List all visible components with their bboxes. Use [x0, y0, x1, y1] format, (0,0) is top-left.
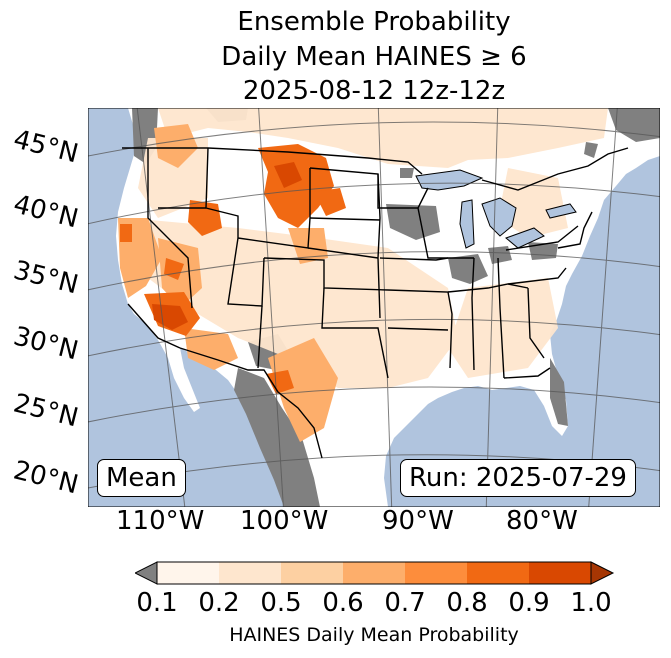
no-data-regions [132, 108, 660, 507]
colorbar-tick: 0.5 [260, 588, 302, 618]
title-line-1: Ensemble Probability [237, 7, 511, 37]
lon-label-90: 90°W [382, 506, 454, 536]
colorbar-segment [157, 562, 219, 584]
colorbar-over-triangle [590, 561, 615, 585]
colorbar-label: HAINES Daily Mean Probability [229, 624, 519, 646]
colorbar-segment [343, 562, 405, 584]
lon-label-110: 110°W [116, 506, 205, 536]
colorbar-tick: 0.9 [508, 588, 550, 618]
borders [122, 147, 629, 459]
colorbar-segment [219, 562, 281, 584]
colorbar-segment [405, 562, 467, 584]
colorbar-segment [281, 562, 343, 584]
colorbar-tick: 1.0 [570, 588, 612, 618]
colorbar-segment [467, 562, 529, 584]
lat-label-40: 40°N [10, 189, 82, 235]
colorbar-segment [529, 562, 591, 584]
great-lakes [415, 169, 577, 249]
mean-label-box: Mean [97, 459, 186, 497]
colorbar-tick: 0.2 [198, 588, 240, 618]
colorbar-tick: 0.6 [322, 588, 364, 618]
run-date-box: Run: 2025-07-29 [400, 459, 636, 497]
colorbar-tick: 0.8 [446, 588, 488, 618]
colorbar-frame [156, 561, 592, 585]
prob-light [128, 108, 608, 388]
lon-label-100: 100°W [240, 506, 329, 536]
colorbar-under-triangle [135, 561, 158, 585]
lat-label-30: 30°N [10, 321, 82, 367]
colorbar [135, 561, 615, 585]
lat-label-20: 20°N [10, 455, 82, 501]
lat-label-25: 25°N [10, 388, 82, 434]
probability-map [88, 108, 660, 507]
title-line-2: Daily Mean HAINES ≥ 6 [221, 42, 527, 72]
lon-label-80: 80°W [506, 506, 578, 536]
lat-label-45: 45°N [10, 124, 82, 170]
title-line-3: 2025-08-12 12z-12z [242, 76, 506, 106]
colorbar-tick: 0.1 [136, 588, 178, 618]
lat-label-35: 35°N [10, 255, 82, 301]
colorbar-tick: 0.7 [384, 588, 426, 618]
